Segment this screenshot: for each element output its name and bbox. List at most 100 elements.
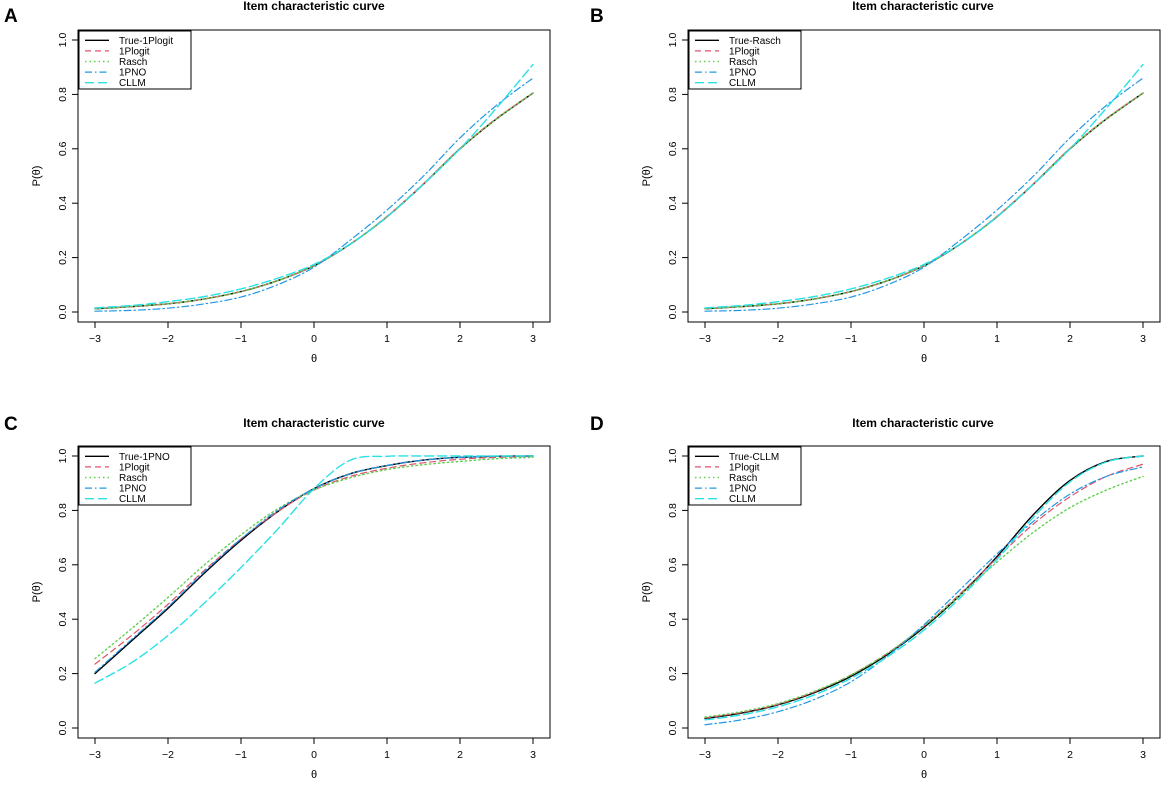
- y-axis-label: P(θ): [31, 582, 43, 603]
- x-tick-label: −3: [89, 333, 101, 345]
- series-line-true-1plogit: [94, 92, 534, 310]
- x-tick-label: −3: [699, 749, 711, 761]
- x-tick-label: 2: [457, 333, 463, 345]
- legend-label: 1PNO: [119, 68, 146, 79]
- x-tick-label: −1: [235, 333, 247, 345]
- chart-panel-b: B Item characteristic curve −3 −2 −1 0 1 2 3 0.0 0…: [590, 0, 1161, 365]
- x-tick-label: 2: [457, 749, 463, 761]
- x-tick-label: 3: [530, 749, 536, 761]
- legend-label: CLLM: [119, 78, 146, 89]
- series-line-1pno: [94, 77, 534, 312]
- y-tick-label: 0.8: [667, 503, 679, 518]
- legend-label: Rasch: [119, 473, 147, 484]
- x-tick-label: −2: [162, 749, 174, 761]
- y-tick-label: 0.0: [667, 305, 679, 320]
- y-tick-label: 0.8: [57, 87, 69, 102]
- x-tick-label: −2: [772, 749, 784, 761]
- x-tick-label: 2: [1067, 333, 1073, 345]
- x-tick-label: −3: [89, 749, 101, 761]
- series-line-1pno: [704, 77, 1144, 312]
- series-line-cllm: [704, 455, 1144, 721]
- y-tick-label: 1.0: [667, 33, 679, 48]
- series-line-1plogit: [704, 463, 1144, 719]
- y-tick-label: 0.2: [57, 666, 69, 681]
- legend-label: True-1Plogit: [119, 36, 173, 47]
- y-tick-label: 0.4: [57, 196, 69, 211]
- series-group: [94, 455, 534, 684]
- series-line-rasch: [704, 92, 1144, 310]
- chart-panel-d: D Item characteristic curve −3 −2 −1 0 1 2 3 0.0 0…: [590, 414, 1161, 781]
- panel-letter: C: [4, 414, 18, 435]
- x-tick-label: 1: [994, 333, 1000, 345]
- y-axis-label: P(θ): [641, 166, 653, 187]
- panel-letter: A: [4, 6, 18, 27]
- series-line-1plogit: [94, 92, 534, 310]
- x-tick-label: 0: [311, 749, 317, 761]
- chart-title: Item characteristic curve: [243, 0, 385, 13]
- legend-label: True-Rasch: [729, 36, 781, 47]
- y-axis-label: P(θ): [31, 166, 43, 187]
- x-tick-label: −2: [162, 333, 174, 345]
- y-tick-label: 0.2: [57, 250, 69, 265]
- y-tick-label: 0.8: [57, 503, 69, 518]
- series-group: [704, 63, 1144, 312]
- y-tick-label: 0.4: [667, 612, 679, 627]
- legend-label: True-CLLM: [729, 452, 779, 463]
- x-tick-label: 3: [1140, 749, 1146, 761]
- legend-label: Rasch: [119, 57, 147, 68]
- x-tick-label: 2: [1067, 749, 1073, 761]
- series-group: [704, 455, 1144, 726]
- series-line-rasch: [94, 92, 534, 310]
- series-line-rasch: [94, 456, 534, 660]
- x-tick-label: 1: [384, 333, 390, 345]
- y-axis-label: P(θ): [641, 582, 653, 603]
- y-tick-label: 0.6: [667, 557, 679, 572]
- y-tick-label: 1.0: [57, 33, 69, 48]
- legend-label: CLLM: [119, 494, 146, 505]
- y-tick-label: 1.0: [667, 449, 679, 464]
- x-tick-label: 1: [384, 749, 390, 761]
- legend-label: CLLM: [729, 494, 756, 505]
- y-tick-label: 0.2: [667, 250, 679, 265]
- series-line-cllm: [94, 455, 534, 684]
- series-line-cllm: [94, 63, 534, 309]
- panel-letter: D: [590, 414, 604, 435]
- legend-label: 1PNO: [119, 484, 146, 495]
- y-tick-label: 0.6: [57, 141, 69, 156]
- y-tick-label: 0.6: [667, 141, 679, 156]
- legend-label: Rasch: [729, 57, 757, 68]
- y-tick-label: 0.0: [57, 721, 69, 736]
- y-tick-label: 0.0: [667, 721, 679, 736]
- chart-panel-a: A Item characteristic curve −3 −2 −1 0 1 2 3 0.0 0…: [4, 0, 551, 365]
- legend-label: 1Plogit: [729, 462, 760, 473]
- y-tick-label: 1.0: [57, 449, 69, 464]
- series-line-1plogit: [94, 455, 534, 665]
- y-tick-label: 0.4: [57, 612, 69, 627]
- y-tick-label: 0.8: [667, 87, 679, 102]
- x-tick-label: 1: [994, 749, 1000, 761]
- series-line-rasch: [704, 475, 1144, 718]
- y-tick-label: 0.4: [667, 196, 679, 211]
- legend-label: CLLM: [729, 78, 756, 89]
- legend-label: 1Plogit: [119, 46, 150, 57]
- chart-title: Item characteristic curve: [852, 416, 994, 430]
- series-line-1pno: [704, 466, 1144, 726]
- x-tick-label: 3: [1140, 333, 1146, 345]
- legend-label: True-1PNO: [119, 452, 170, 463]
- legend-label: 1Plogit: [119, 462, 150, 473]
- y-tick-label: 0.6: [57, 557, 69, 572]
- x-axis-label: θ: [311, 353, 317, 365]
- x-tick-label: −3: [699, 333, 711, 345]
- legend-label: 1PNO: [729, 484, 756, 495]
- x-tick-label: 0: [311, 333, 317, 345]
- y-tick-label: 0.0: [57, 305, 69, 320]
- x-tick-label: −1: [235, 749, 247, 761]
- panel-letter: B: [590, 6, 604, 27]
- x-axis-label: θ: [921, 769, 927, 781]
- x-axis-label: θ: [921, 353, 927, 365]
- series-line-true-rasch: [704, 92, 1144, 310]
